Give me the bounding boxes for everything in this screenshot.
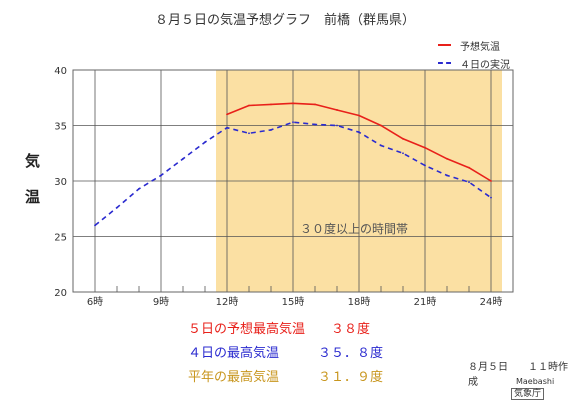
data-point-observed [490,196,492,199]
legend-label-forecast: 予想気温 [460,42,500,53]
data-point-observed [424,164,426,167]
summary-normal-max: 平年の最高気温 ３１．９度 [188,370,384,385]
x-tick-label: 24時 [480,296,503,308]
band-label: ３０度以上の時間帯 [300,221,408,236]
y-tick-label: 35 [54,122,67,133]
x-tick-label: 12時 [216,296,239,308]
x-tick-label: 21時 [414,296,437,308]
data-point-forecast [336,109,338,111]
y-axis-label-char-1: 気 [25,152,41,170]
data-point-observed [380,144,382,147]
data-point-observed [336,124,338,127]
data-point-forecast [358,114,360,117]
legend-swatch-forecast [438,44,451,46]
axis-ticks: 20 25 30 35 40 6時 9時 12時 15時 18時 21時 24時 [54,66,502,308]
data-point-observed [138,187,140,190]
data-point-observed [270,129,272,131]
data-point-observed [292,121,294,124]
chart-title: ８月５日の気温予想グラフ 前橋（群馬県） [154,13,415,28]
x-tick-label: 18時 [348,296,371,308]
data-point-observed [160,174,162,177]
data-point-observed [402,152,404,155]
data-point-forecast [270,103,272,106]
y-tick-label: 20 [54,288,67,299]
legend-label-observed: ４日の実況 [460,60,510,71]
data-point-forecast [226,113,228,116]
data-point-observed [314,123,316,126]
creation-time: ８月５日 １１時作成 [468,362,568,388]
data-point-observed [248,132,250,135]
data-point-forecast [248,104,250,107]
data-point-forecast [380,124,382,127]
data-point-forecast [314,103,316,106]
y-tick-label: 30 [54,177,67,188]
data-point-observed [182,157,184,160]
y-tick-label: 25 [54,233,67,244]
grid [73,70,513,292]
data-point-observed [226,126,228,129]
y-tick-label: 40 [54,66,67,77]
y-axis-label-char-2: 温 [25,188,41,206]
data-point-forecast [424,146,426,149]
data-point-observed [94,224,96,227]
data-point-forecast [402,137,404,140]
data-point-observed [358,131,360,134]
city-name: Maebashi [516,377,555,386]
data-point-observed [204,141,206,144]
data-point-observed [116,206,118,209]
data-point-observed [468,181,470,184]
data-point-forecast [490,180,492,182]
summary-yesterday-max: ４日の最高気温 ３５．８度 [188,346,384,361]
agency-name: 気象庁 [511,388,545,400]
x-tick-label: 9時 [153,296,169,308]
x-tick-label: 6時 [87,296,103,308]
series-layer [94,102,492,227]
data-point-forecast [446,157,448,160]
summary-forecast-max: ５日の予想最高気温 ３８度 [188,322,371,337]
data-point-forecast [468,166,470,169]
plot-frame [72,69,514,293]
legend-swatch-observed [438,62,451,64]
data-point-observed [446,174,448,177]
data-point-forecast [292,102,294,105]
x-tick-label: 15時 [282,296,305,308]
